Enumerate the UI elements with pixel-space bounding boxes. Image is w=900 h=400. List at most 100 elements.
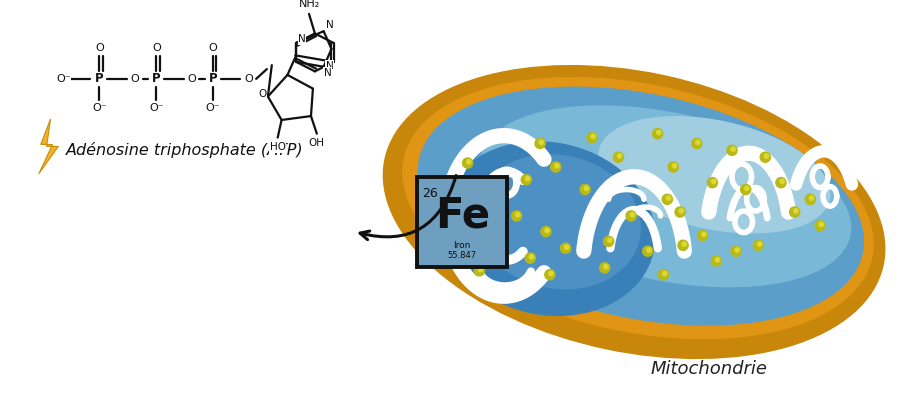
Circle shape — [472, 191, 482, 202]
Text: Iron: Iron — [453, 241, 471, 250]
Circle shape — [758, 242, 761, 246]
Circle shape — [731, 246, 741, 256]
Circle shape — [613, 152, 624, 162]
Circle shape — [454, 179, 458, 184]
Circle shape — [551, 162, 561, 172]
Circle shape — [479, 268, 482, 272]
Circle shape — [450, 178, 460, 188]
Circle shape — [643, 246, 652, 256]
Text: O: O — [209, 42, 218, 52]
Circle shape — [604, 264, 608, 269]
Text: N: N — [324, 68, 331, 78]
Text: O: O — [258, 88, 266, 98]
Circle shape — [668, 162, 679, 172]
Circle shape — [753, 240, 763, 250]
Circle shape — [539, 140, 544, 144]
Circle shape — [794, 209, 798, 213]
Circle shape — [591, 134, 595, 138]
Circle shape — [776, 178, 786, 188]
Text: P: P — [95, 72, 104, 85]
Circle shape — [711, 256, 722, 266]
Text: O: O — [130, 74, 140, 84]
Circle shape — [815, 221, 825, 231]
Ellipse shape — [441, 142, 655, 315]
Circle shape — [476, 193, 481, 197]
Circle shape — [672, 164, 677, 168]
Circle shape — [696, 140, 700, 144]
Circle shape — [617, 154, 622, 158]
Circle shape — [789, 207, 800, 217]
Circle shape — [466, 232, 471, 236]
Text: N: N — [326, 20, 333, 30]
Circle shape — [466, 160, 471, 164]
Circle shape — [691, 138, 702, 148]
Text: 55.847: 55.847 — [447, 250, 476, 260]
Circle shape — [806, 194, 815, 204]
Circle shape — [526, 176, 530, 181]
Circle shape — [711, 179, 716, 184]
Text: O⁻: O⁻ — [149, 103, 164, 113]
Ellipse shape — [403, 78, 873, 338]
Circle shape — [516, 212, 520, 217]
Circle shape — [809, 196, 814, 200]
Ellipse shape — [418, 87, 863, 325]
Circle shape — [819, 222, 824, 227]
Circle shape — [735, 248, 739, 252]
Circle shape — [584, 186, 589, 190]
Circle shape — [760, 152, 770, 162]
Circle shape — [580, 184, 590, 194]
Circle shape — [608, 238, 612, 242]
Text: O⁻: O⁻ — [206, 103, 220, 113]
Circle shape — [630, 212, 634, 217]
Circle shape — [744, 186, 749, 190]
Circle shape — [741, 184, 751, 194]
Polygon shape — [39, 119, 58, 174]
Text: NH₂: NH₂ — [299, 0, 320, 9]
Circle shape — [716, 258, 720, 262]
Text: Adénosine triphosphate (ATP): Adénosine triphosphate (ATP) — [67, 142, 304, 158]
Circle shape — [457, 206, 461, 210]
Circle shape — [453, 204, 463, 214]
Ellipse shape — [475, 155, 640, 289]
Circle shape — [511, 211, 522, 221]
Circle shape — [731, 147, 735, 151]
Circle shape — [626, 211, 636, 221]
Text: N: N — [326, 61, 334, 71]
Circle shape — [682, 242, 687, 246]
Circle shape — [541, 226, 551, 237]
FancyBboxPatch shape — [417, 177, 507, 267]
Text: P: P — [209, 72, 218, 85]
Text: HO: HO — [270, 142, 285, 152]
Text: O⁻: O⁻ — [56, 74, 70, 84]
Circle shape — [604, 236, 614, 246]
Circle shape — [544, 270, 555, 280]
Ellipse shape — [481, 106, 850, 287]
Circle shape — [652, 128, 662, 139]
Ellipse shape — [383, 66, 885, 358]
Text: N: N — [298, 34, 306, 44]
Circle shape — [764, 154, 769, 158]
Circle shape — [463, 158, 473, 168]
Circle shape — [698, 230, 707, 241]
Circle shape — [727, 145, 737, 156]
Circle shape — [659, 270, 669, 280]
Circle shape — [599, 263, 610, 273]
Text: Mitochondrie: Mitochondrie — [651, 360, 768, 378]
Circle shape — [587, 132, 597, 143]
Circle shape — [662, 271, 667, 276]
Circle shape — [526, 253, 536, 263]
Text: O⁻: O⁻ — [92, 103, 107, 113]
Circle shape — [780, 179, 784, 184]
Circle shape — [545, 228, 549, 232]
Text: OH: OH — [309, 138, 325, 148]
Text: O: O — [244, 74, 253, 84]
Circle shape — [657, 130, 661, 135]
Circle shape — [647, 248, 651, 252]
Circle shape — [707, 178, 717, 188]
Text: O: O — [95, 42, 104, 52]
Text: P: P — [152, 72, 160, 85]
Circle shape — [702, 232, 706, 236]
Circle shape — [554, 164, 559, 168]
Circle shape — [678, 240, 688, 250]
Circle shape — [666, 196, 670, 200]
